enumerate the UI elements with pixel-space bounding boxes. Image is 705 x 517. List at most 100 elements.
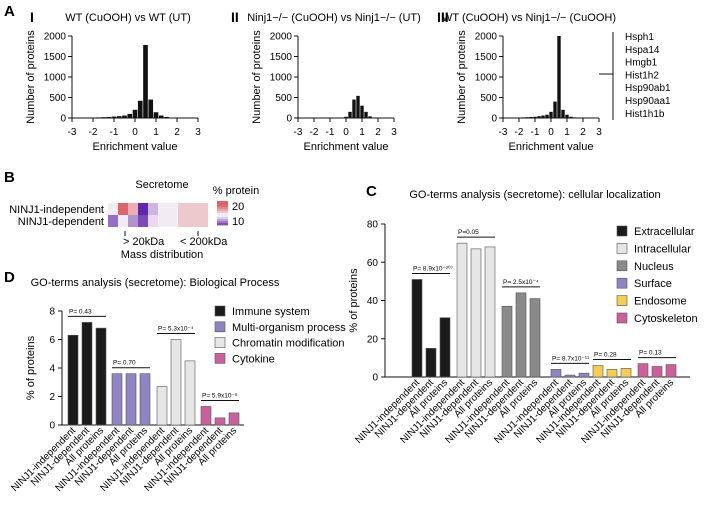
hist-y-tick-label: 1000 bbox=[44, 73, 67, 84]
legend-swatch bbox=[616, 295, 628, 306]
legend-label: Immune system bbox=[232, 306, 310, 318]
p-value-label: P=0.05 bbox=[458, 229, 479, 236]
heatmap-cell bbox=[128, 203, 138, 215]
hist-y-tick-label: 2000 bbox=[270, 32, 293, 43]
heatmap-cell bbox=[168, 215, 178, 227]
heatmap-cell bbox=[148, 203, 158, 215]
hist-bar bbox=[164, 116, 169, 118]
hist-x-tick-label: 2 bbox=[580, 127, 586, 138]
annotation-protein-label: Hist1h1b bbox=[625, 109, 665, 120]
heatmap-cell bbox=[128, 215, 138, 227]
grouped-bar bbox=[170, 339, 182, 426]
heatmap-legend-swatch bbox=[217, 203, 228, 206]
hist-bar bbox=[565, 114, 569, 118]
hist-y-tick-label: 1500 bbox=[475, 52, 498, 63]
grouped-chart-title: GO-terms analysis (secretome): cellular … bbox=[409, 189, 660, 201]
grouped-y-tick-label: 2 bbox=[49, 392, 55, 403]
hist-bar bbox=[137, 100, 143, 118]
heatmap-cell bbox=[178, 203, 188, 215]
hist-bar bbox=[348, 111, 352, 118]
heatmap-right-label: < 200kDa bbox=[180, 236, 228, 248]
grouped-bar bbox=[95, 327, 107, 426]
heatmap-legend-tick: 10 bbox=[232, 216, 244, 228]
legend-swatch bbox=[616, 225, 628, 237]
legend-label: Cytoskeleton bbox=[634, 313, 698, 325]
p-value-label: P= 5.3x10⁻⁴ bbox=[158, 326, 194, 333]
grouped-bar bbox=[439, 317, 451, 378]
hist-bar bbox=[356, 95, 360, 118]
legend-label: Multi-organism process bbox=[232, 322, 346, 334]
panel-label-b: B bbox=[4, 169, 15, 186]
hist-y-tick-label: 0 bbox=[491, 114, 497, 125]
grouped-bar bbox=[214, 417, 226, 426]
heatmap-legend-swatch bbox=[217, 211, 228, 214]
hist-bar bbox=[122, 115, 127, 118]
legend-label: Intracellular bbox=[634, 243, 691, 255]
heatmap-row-label: NINJ1-independent bbox=[9, 204, 104, 216]
hist-y-tick-label: 2000 bbox=[475, 32, 498, 43]
grouped-bar bbox=[665, 364, 677, 378]
heatmap-cell bbox=[148, 215, 158, 227]
hist-y-label: Number of proteins bbox=[25, 30, 37, 124]
hist-bar bbox=[541, 115, 545, 118]
grouped-y-tick-label: 40 bbox=[367, 296, 379, 307]
heatmap-row-label: NINJ1-dependent bbox=[18, 216, 104, 228]
heatmap-legend-swatch bbox=[217, 221, 228, 224]
hist-y-tick-label: 2000 bbox=[44, 32, 67, 43]
panel-label-a: A bbox=[4, 3, 15, 20]
grouped-bar bbox=[228, 412, 240, 426]
grouped-bar bbox=[578, 372, 590, 378]
hist-x-tick-label: 1 bbox=[564, 127, 570, 138]
hist-bar bbox=[143, 45, 148, 118]
heatmap-cell bbox=[198, 203, 208, 215]
grouped-y-tick-label: 60 bbox=[367, 258, 379, 269]
hist-x-tick-label: 0 bbox=[343, 127, 349, 138]
grouped-y-label: % of proteins bbox=[348, 268, 360, 333]
grouped-bar bbox=[529, 298, 541, 378]
hist-bar bbox=[153, 112, 159, 118]
grouped-y-tick-label: 20 bbox=[367, 334, 379, 345]
p-value-label: P= 5.9x10⁻⁶ bbox=[202, 392, 238, 399]
hist-y-tick-label: 500 bbox=[275, 93, 292, 104]
hist-x-tick-label: -3 bbox=[68, 127, 77, 138]
heatmap-cell bbox=[168, 203, 178, 215]
grouped-bar bbox=[651, 366, 663, 378]
panel-label-c: C bbox=[366, 183, 377, 200]
hist-bar bbox=[529, 116, 533, 118]
hist-x-tick-label: 2 bbox=[174, 127, 180, 138]
hist-y-tick-label: 500 bbox=[49, 93, 66, 104]
legend-label: Extracellular bbox=[634, 226, 695, 238]
heatmap-legend-swatch bbox=[217, 215, 228, 218]
grouped-y-tick-label: 6 bbox=[49, 335, 55, 346]
hist-bar bbox=[158, 115, 164, 118]
hist-x-tick-label: -2 bbox=[310, 127, 319, 138]
heatmap-cell bbox=[108, 215, 118, 227]
hist-bar bbox=[537, 116, 541, 118]
grouped-y-label: % of proteins bbox=[25, 335, 37, 400]
grouped-bar bbox=[111, 373, 123, 426]
hist-bar bbox=[545, 114, 549, 118]
grouped-bar bbox=[156, 386, 168, 426]
hist-bar bbox=[549, 111, 553, 118]
hist-bar bbox=[106, 116, 112, 118]
grouped-bar bbox=[515, 292, 527, 378]
heatmap-legend-title: % protein bbox=[213, 185, 259, 197]
hist-bar bbox=[116, 116, 122, 118]
p-value-label: P= 0.70 bbox=[113, 360, 136, 367]
p-value-label: P= 0.28 bbox=[594, 352, 617, 359]
hist-bar bbox=[360, 105, 364, 118]
annotation-protein-label: Hspa14 bbox=[625, 45, 660, 56]
heatmap-cell bbox=[108, 203, 118, 215]
hist-x-tick-label: -2 bbox=[89, 127, 98, 138]
hist-bar bbox=[368, 116, 372, 118]
grouped-chart-title: GO-terms analysis (secretome): Biologica… bbox=[31, 277, 280, 289]
p-value-label: P= 0.13 bbox=[639, 350, 662, 357]
heatmap-cell bbox=[118, 215, 128, 227]
grouped-y-tick-label: 8 bbox=[49, 307, 55, 318]
hist-x-tick-label: -3 bbox=[499, 127, 508, 138]
grouped-bar bbox=[411, 279, 423, 378]
heatmap-legend-swatch bbox=[217, 223, 228, 226]
heatmap-cell bbox=[188, 215, 198, 227]
grouped-bar bbox=[425, 348, 437, 378]
